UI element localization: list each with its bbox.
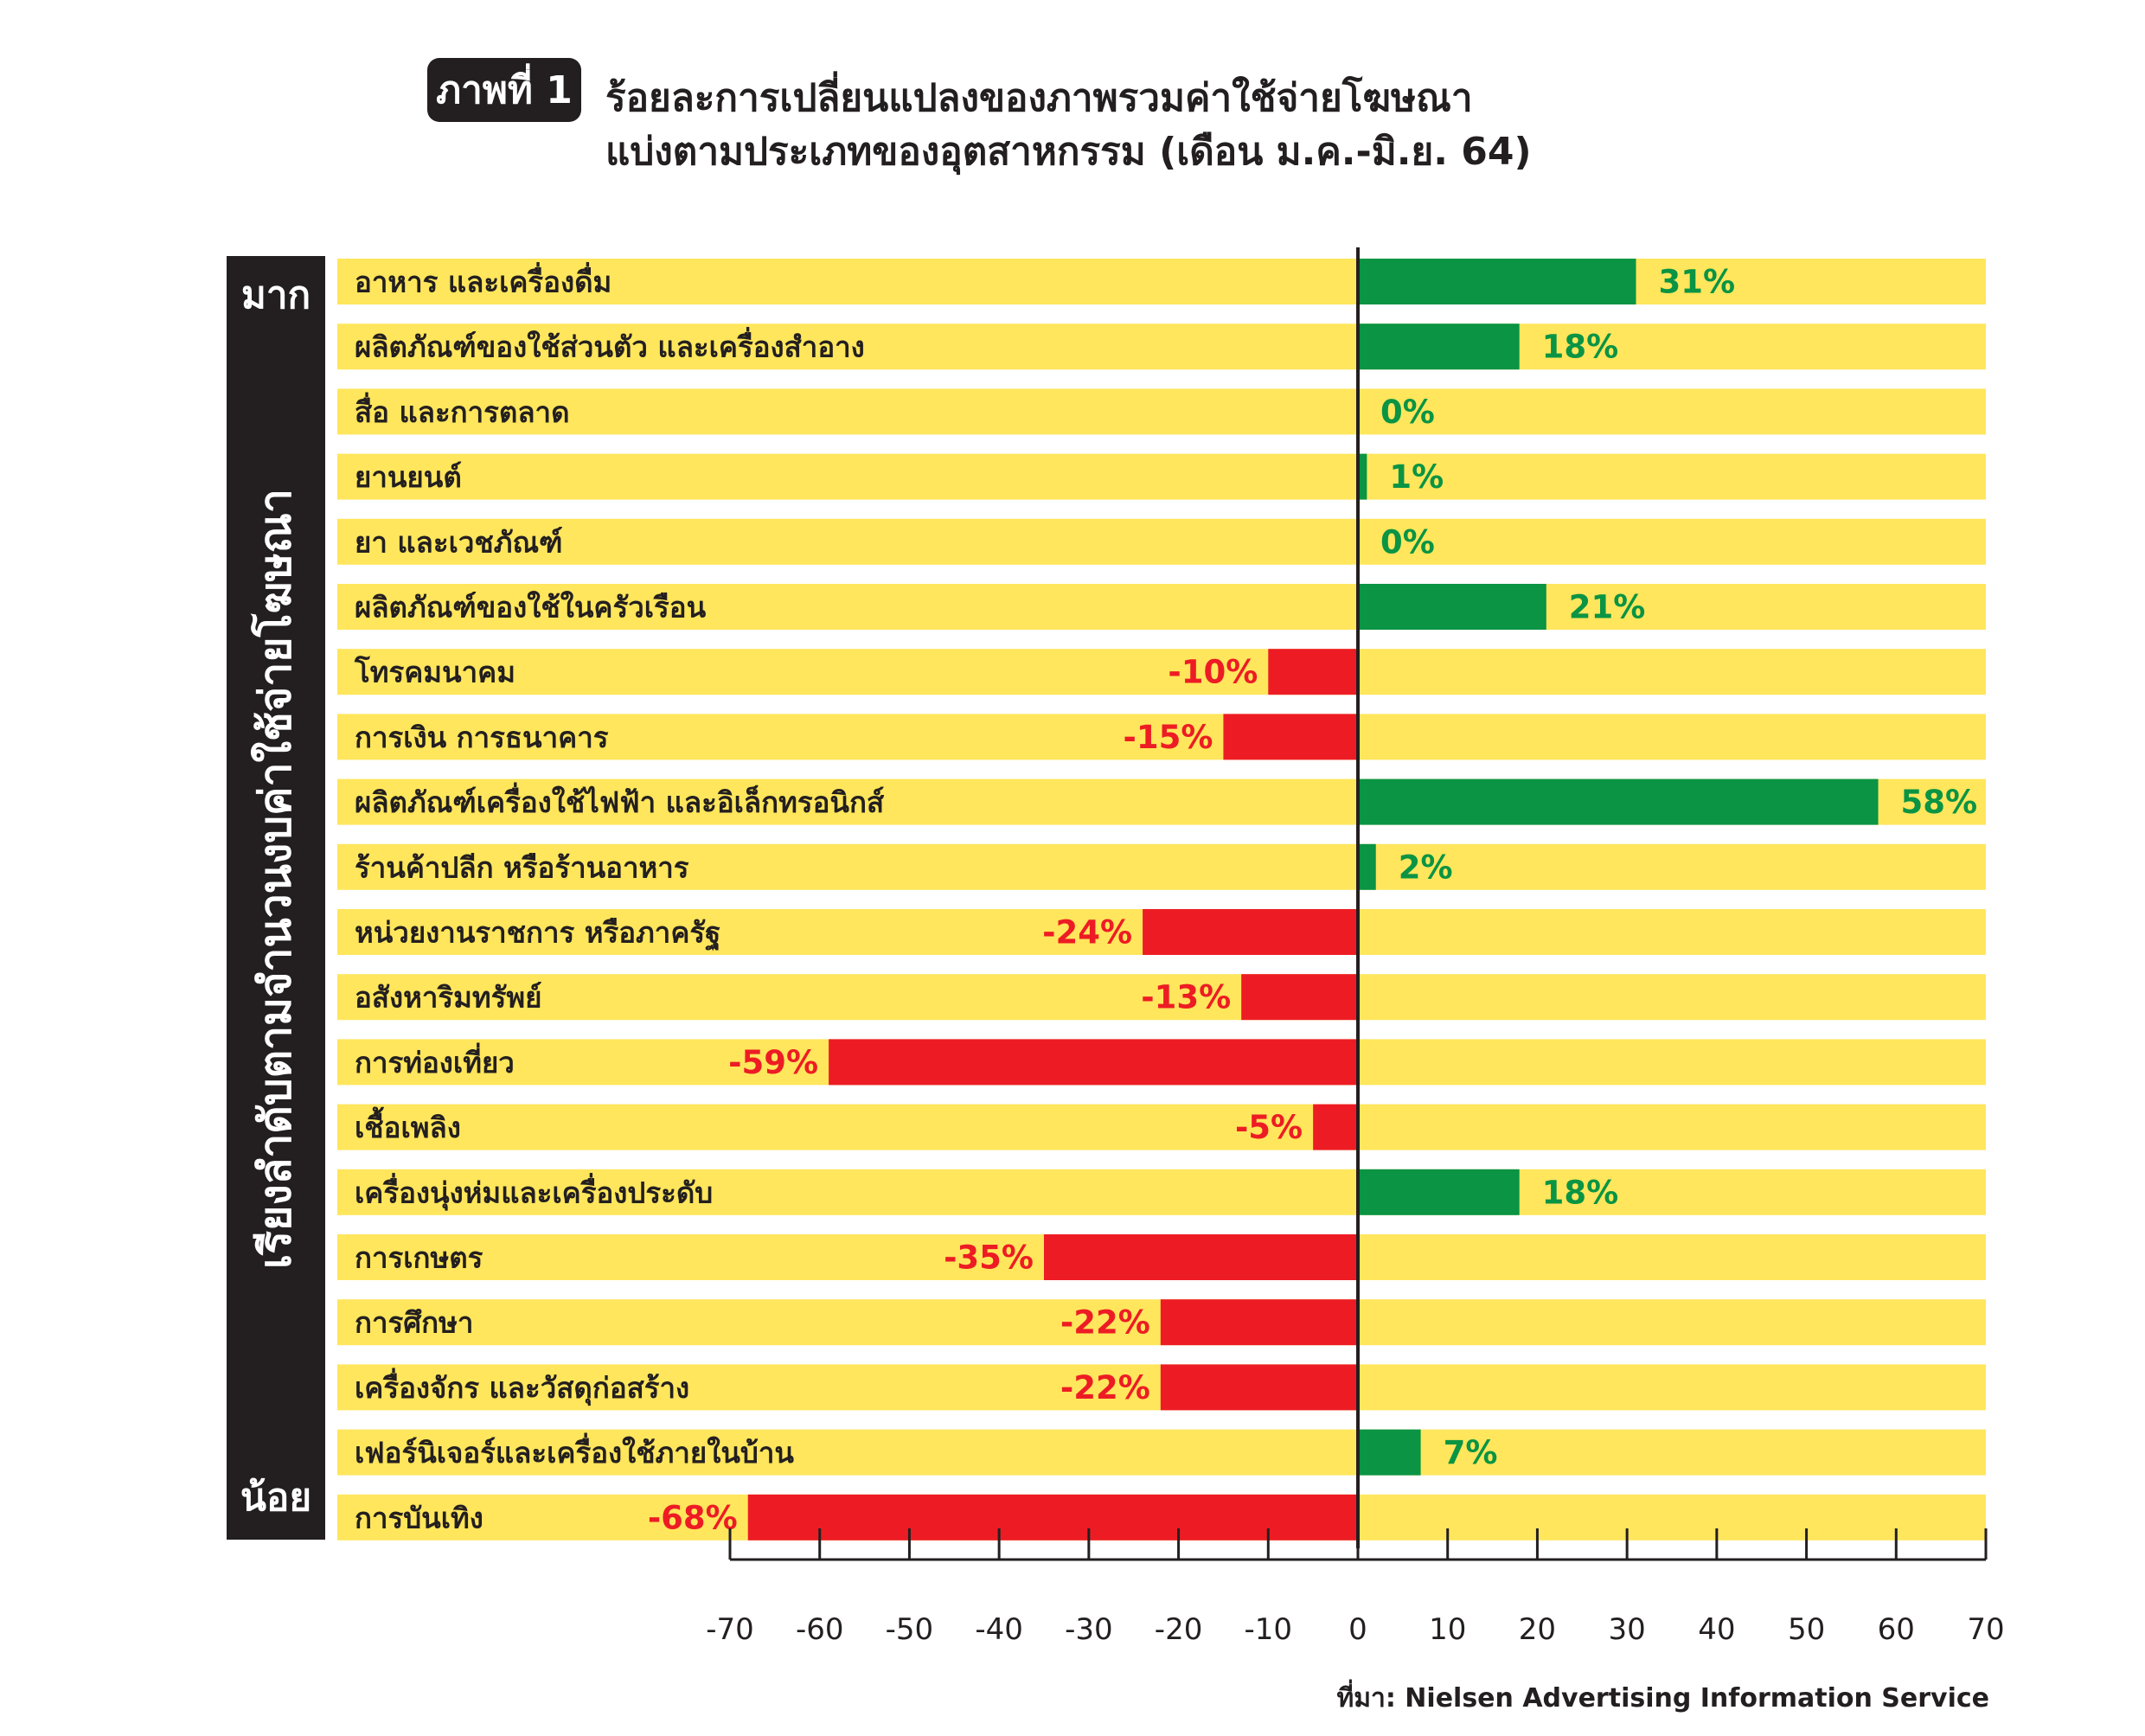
data-bar (1358, 778, 1879, 825)
category-label: โทรคมนาคม (354, 656, 515, 689)
category-label: ยา และเวชภัณฑ์ (355, 525, 563, 559)
x-tick-label: -30 (1065, 1612, 1113, 1647)
data-bar (1241, 974, 1358, 1021)
x-tick-label: 30 (1609, 1612, 1646, 1647)
x-tick-label: 70 (1967, 1612, 2004, 1647)
category-label: ยานยนต์ (355, 460, 462, 494)
row-background (337, 1429, 1986, 1476)
category-label: การเงิน การธนาคาร (355, 721, 609, 754)
data-bar (1358, 584, 1546, 630)
row-background (337, 453, 1986, 500)
data-bar (1223, 714, 1358, 760)
data-label: 7% (1444, 1434, 1498, 1471)
x-tick-label: -10 (1245, 1612, 1293, 1647)
x-tick-label: -60 (796, 1612, 844, 1647)
category-label: ผลิตภัณฑ์ของใช้ส่วนตัว และเครื่องสำอาง (355, 327, 865, 364)
row-background (337, 388, 1986, 435)
row-background (337, 974, 1986, 1021)
category-label: เครื่องนุ่งห่มและเครื่องประดับ (355, 1172, 713, 1211)
chart-title-line2: แบ่งตามประเภทของอุตสาหกรรม (เดือน ม.ค.-ม… (605, 130, 1532, 174)
data-label: 2% (1399, 849, 1453, 886)
data-bar (747, 1494, 1358, 1541)
category-label: ผลิตภัณฑ์ของใช้ในครัวเรือน (355, 591, 707, 625)
data-label: 0% (1380, 523, 1435, 561)
category-label: หน่วยงานราชการ หรือภาครัฐ (355, 916, 720, 951)
row-background (337, 584, 1986, 630)
rank-sidebar: มาก เรียงลำดับตามจำนวนงบค่าใช้จ่ายโฆษณา … (227, 256, 325, 1540)
data-label: -35% (944, 1240, 1034, 1277)
data-bar (1268, 649, 1358, 695)
data-label: -10% (1168, 654, 1258, 691)
x-tick-label: 20 (1519, 1612, 1556, 1647)
data-bar (1358, 1429, 1421, 1476)
data-label: 21% (1569, 589, 1646, 626)
data-bar (1044, 1234, 1358, 1280)
category-label: การบันเทิง (355, 1501, 483, 1534)
x-tick-label: 0 (1348, 1612, 1367, 1647)
row-background (337, 1104, 1986, 1150)
data-bar (1358, 453, 1367, 500)
data-bar (1160, 1364, 1358, 1411)
data-bar (1143, 909, 1358, 955)
x-tick-label: -70 (706, 1612, 754, 1647)
row-background (337, 649, 1986, 695)
data-label: -13% (1141, 979, 1231, 1016)
row-background (337, 1169, 1986, 1215)
x-tick-label: 10 (1429, 1612, 1466, 1647)
data-label: -5% (1235, 1109, 1303, 1146)
chart-title-line1: ร้อยละการเปลี่ยนแปลงของภาพรวมค่าใช้จ่ายโ… (605, 76, 1473, 120)
data-label: -22% (1060, 1304, 1150, 1342)
row-background (337, 323, 1986, 370)
figure-badge: ภาพที่ 1 (427, 58, 581, 122)
category-label: ร้านค้าปลีก หรือร้านอาหาร (355, 850, 689, 884)
category-label: อาหาร และเครื่องดื่ม (355, 262, 611, 299)
category-label: สื่อ และการตลาด (355, 392, 570, 429)
data-label: 18% (1542, 329, 1619, 366)
category-label: เฟอร์นิเจอร์และเครื่องใช้ภายในบ้าน (355, 1432, 794, 1470)
data-label: -59% (728, 1044, 818, 1081)
x-tick-label: 40 (1698, 1612, 1735, 1647)
x-tick-label: -50 (886, 1612, 934, 1647)
rank-top-label: มาก (240, 273, 311, 317)
data-label: -68% (648, 1499, 738, 1536)
x-tick-label: -40 (975, 1612, 1023, 1647)
category-label: อสังหาริมทรัพย์ (355, 981, 541, 1015)
row-background (337, 714, 1986, 760)
row-background (337, 843, 1986, 890)
row-background (337, 259, 1986, 304)
data-label: -15% (1124, 719, 1213, 756)
data-bar (1358, 259, 1636, 304)
category-label: การท่องเที่ยว (355, 1042, 515, 1079)
data-bar (1160, 1299, 1358, 1346)
category-label: ผลิตภัณฑ์เครื่องใช้ไฟฟ้า และอิเล็กทรอนิก… (355, 782, 885, 819)
data-label: 0% (1380, 394, 1435, 431)
data-bar (1358, 843, 1376, 890)
source-note: ที่มา: Nielsen Advertising Information S… (1336, 1683, 1989, 1714)
data-label: 31% (1659, 264, 1736, 301)
rank-bottom-label: น้อย (240, 1476, 312, 1520)
category-label: เครื่องจักร และวัสดุก่อสร้าง (355, 1368, 689, 1406)
row-background (337, 518, 1986, 565)
category-label: การเกษตร (355, 1241, 483, 1275)
category-label: การศึกษา (355, 1306, 473, 1340)
data-bar (829, 1039, 1358, 1086)
data-bar (1358, 1169, 1520, 1215)
x-tick-label: 50 (1788, 1612, 1825, 1647)
category-label: เชื้อเพลิง (355, 1106, 461, 1144)
data-label: -22% (1060, 1369, 1150, 1406)
x-tick-label: -20 (1155, 1612, 1203, 1647)
data-bar (1358, 323, 1520, 370)
data-bar (1313, 1104, 1358, 1150)
data-label: 1% (1389, 458, 1444, 496)
data-label: -24% (1042, 914, 1132, 951)
x-tick-label: 60 (1878, 1612, 1915, 1647)
data-label: 58% (1901, 784, 1978, 821)
data-label: 18% (1542, 1174, 1619, 1211)
